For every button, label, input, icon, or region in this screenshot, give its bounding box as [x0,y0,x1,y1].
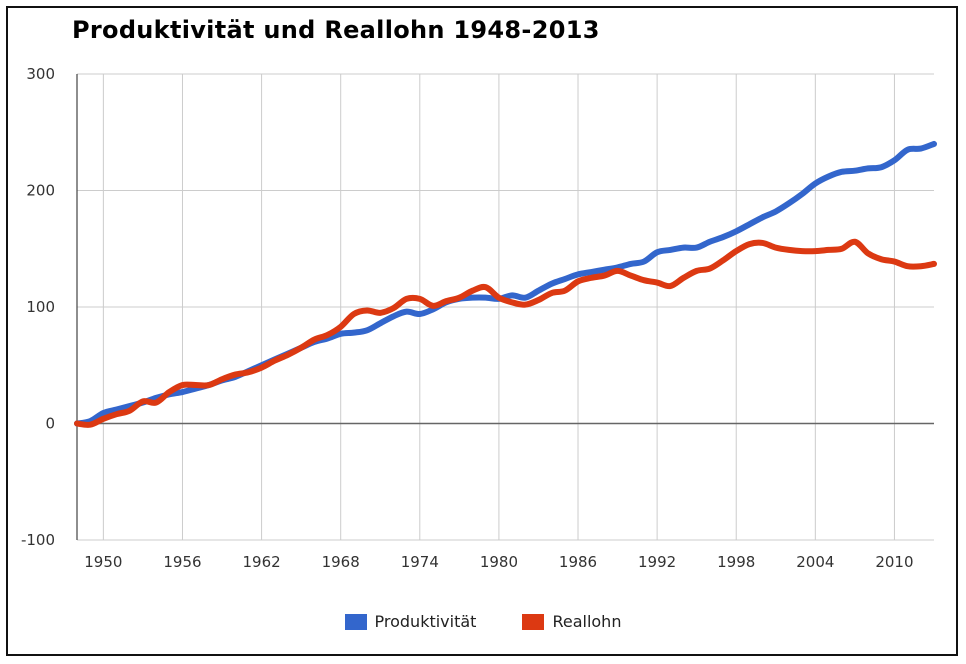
y-tick-label: 200 [26,182,55,200]
tick-label-layer: 300 200 100 0 -100 1950 1956 1962 1968 1974 1980 19… [21,65,914,571]
x-tick-label: 1950 [84,553,122,571]
x-tick-label: 1974 [401,553,439,571]
axis-layer [76,74,934,540]
y-tick-label: 100 [26,298,55,316]
x-tick-label: 1980 [480,553,518,571]
series-line-produktivit-t [74,140,937,427]
x-tick-label: 2004 [796,553,834,571]
legend-swatch-produktivitaet [344,613,367,630]
x-tick-label: 1998 [717,553,755,571]
legend-swatch-reallohn [522,613,545,630]
chart-frame [6,6,958,656]
legend-item-reallohn: Reallohn [522,612,621,631]
y-tick-label: 0 [45,415,55,433]
x-tick-label: 1962 [242,553,280,571]
y-tick-label: 300 [26,65,55,83]
x-tick-label: 1986 [559,553,597,571]
legend: Produktivität Reallohn [0,612,966,631]
x-tick-label: 1968 [322,553,360,571]
y-tick-label: -100 [21,531,55,549]
legend-label-produktivitaet: Produktivität [374,612,477,631]
series-line-reallohn [74,238,937,428]
chart-title: Produktivität und Reallohn 1948-2013 [72,16,600,44]
legend-label-reallohn: Reallohn [552,612,622,631]
legend-item-produktivitaet: Produktivität [344,612,477,631]
x-tick-label: 2010 [875,553,913,571]
x-tick-label: 1956 [163,553,201,571]
x-tick-label: 1992 [638,553,676,571]
series-layer [74,140,937,428]
grid-layer [77,73,934,541]
